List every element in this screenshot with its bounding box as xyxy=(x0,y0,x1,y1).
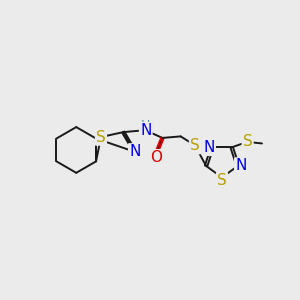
Text: O: O xyxy=(150,150,162,165)
Text: N: N xyxy=(203,140,215,155)
Text: N: N xyxy=(129,144,140,159)
Text: S: S xyxy=(96,130,106,145)
Text: S: S xyxy=(190,138,200,153)
Text: N: N xyxy=(140,123,152,138)
Text: S: S xyxy=(217,173,227,188)
Text: H: H xyxy=(141,119,150,132)
Text: S: S xyxy=(243,134,253,149)
Text: N: N xyxy=(235,158,247,173)
